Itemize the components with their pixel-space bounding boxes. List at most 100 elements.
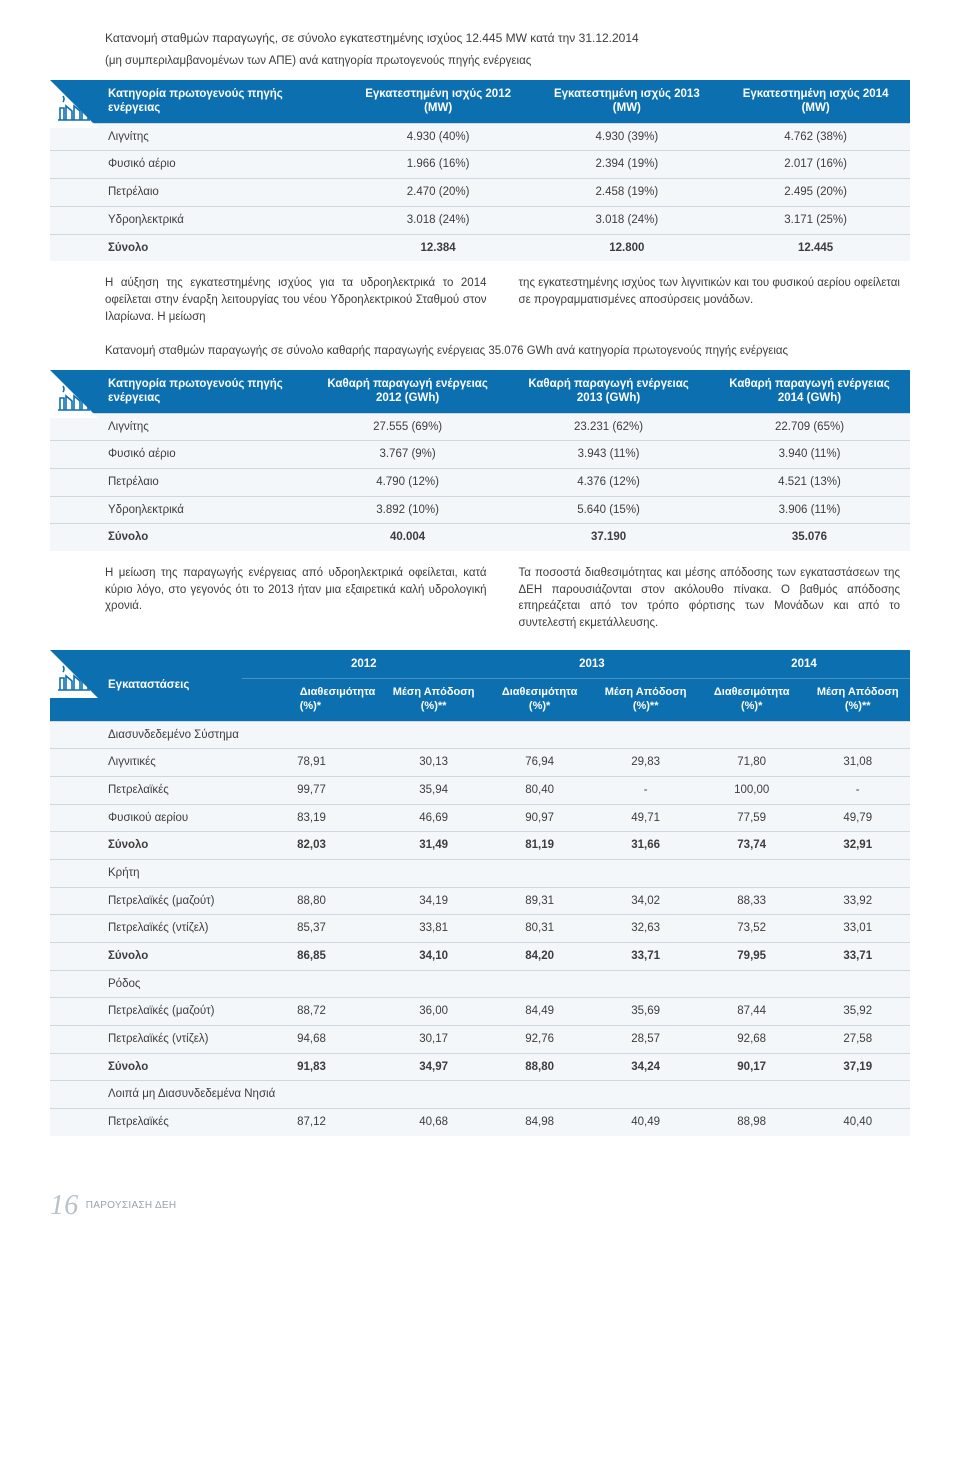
cell-val: 40,40 bbox=[805, 1108, 910, 1135]
cell-v2: 5.640 (15%) bbox=[508, 496, 709, 524]
cell-v2: 4.376 (12%) bbox=[508, 468, 709, 496]
table-row: Πετρελαϊκές (ντίζελ)85,3733,8180,3132,63… bbox=[50, 915, 910, 943]
page-number: 16 bbox=[50, 1186, 79, 1227]
cell-cat: Πετρέλαιο bbox=[50, 179, 344, 207]
cell-val: 33,71 bbox=[805, 942, 910, 970]
cell-val: 30,17 bbox=[381, 1025, 486, 1053]
cell-v1: 2.470 (20%) bbox=[344, 179, 533, 207]
table-row: Πετρελαϊκές (μαζούτ)88,7236,0084,4935,69… bbox=[50, 998, 910, 1026]
cell-v3: 12.445 bbox=[721, 234, 910, 261]
cell-val: 84,49 bbox=[486, 998, 593, 1026]
table-row: Πετρέλαιο 4.790 (12%) 4.376 (12%) 4.521 … bbox=[50, 468, 910, 496]
cell-v3: 3.906 (11%) bbox=[709, 496, 910, 524]
cell-val: 84,98 bbox=[486, 1108, 593, 1135]
cell-val: 87,12 bbox=[242, 1108, 382, 1135]
para2: Η μείωση της παραγωγής ενέργειας από υδρ… bbox=[105, 565, 900, 632]
cell-val: 49,71 bbox=[593, 804, 698, 832]
t3-sub-b3: Μέση Απόδοση (%)** bbox=[805, 679, 910, 722]
cell-val: 33,71 bbox=[593, 942, 698, 970]
table3-card: Εγκαταστάσεις 2012 2013 2014 Διαθεσιμότη… bbox=[50, 650, 910, 1136]
cell-cat: Φυσικό αέριο bbox=[50, 441, 307, 469]
cell-v2: 3.018 (24%) bbox=[532, 206, 721, 234]
factory-icon bbox=[50, 650, 98, 698]
table-sum-row: Σύνολο91,8334,9788,8034,2490,1737,19 bbox=[50, 1053, 910, 1081]
para1: Η αύξηση της εγκατεστημένης ισχύος για τ… bbox=[105, 275, 900, 325]
cell-name: Πετρελαϊκές (μαζούτ) bbox=[50, 998, 242, 1026]
cell-name: Σύνολο bbox=[50, 1053, 242, 1081]
cell-val: 77,59 bbox=[698, 804, 805, 832]
cell-v1: 27.555 (69%) bbox=[307, 413, 508, 441]
cell-val: 35,94 bbox=[381, 776, 486, 804]
cell-name: Σύνολο bbox=[50, 832, 242, 860]
cell-val: 46,69 bbox=[381, 804, 486, 832]
t3-sub-b2: Μέση Απόδοση (%)** bbox=[593, 679, 698, 722]
table3: Εγκαταστάσεις 2012 2013 2014 Διαθεσιμότη… bbox=[50, 650, 910, 1136]
cell-v3: 2.495 (20%) bbox=[721, 179, 910, 207]
cell-v2: 2.394 (19%) bbox=[532, 151, 721, 179]
table-row: Φυσικού αερίου83,1946,6990,9749,7177,594… bbox=[50, 804, 910, 832]
cell-val: 34,24 bbox=[593, 1053, 698, 1081]
cell-v3: 35.076 bbox=[709, 524, 910, 551]
table-row: Υδροηλεκτρικά 3.892 (10%) 5.640 (15%) 3.… bbox=[50, 496, 910, 524]
cell-val: 86,85 bbox=[242, 942, 382, 970]
table-row: Πετρελαϊκές (ντίζελ)94,6830,1792,7628,57… bbox=[50, 1025, 910, 1053]
t1-h3: Εγκατεστημένη ισχύς 2014 (MW) bbox=[721, 80, 910, 123]
cell-v3: 4.521 (13%) bbox=[709, 468, 910, 496]
cell-name: Σύνολο bbox=[50, 942, 242, 970]
table-row: Λιγνίτης 27.555 (69%) 23.231 (62%) 22.70… bbox=[50, 413, 910, 441]
cell-val: 35,92 bbox=[805, 998, 910, 1026]
cell-val: 78,91 bbox=[242, 749, 382, 777]
cell-val: 31,49 bbox=[381, 832, 486, 860]
t2-h2: Καθαρή παραγωγή ενέργειας 2013 (GWh) bbox=[508, 370, 709, 413]
cell-name: Φυσικού αερίου bbox=[50, 804, 242, 832]
section1-title: Κατανομή σταθμών παραγωγής, σε σύνολο εγ… bbox=[105, 30, 910, 47]
cell-v1: 4.930 (40%) bbox=[344, 123, 533, 151]
cell-val: 99,77 bbox=[242, 776, 382, 804]
t3-y-2013: 2013 bbox=[486, 650, 698, 679]
cell-v3: 3.171 (25%) bbox=[721, 206, 910, 234]
cell-val: 71,80 bbox=[698, 749, 805, 777]
cell-v1: 4.790 (12%) bbox=[307, 468, 508, 496]
cell-v2: 12.800 bbox=[532, 234, 721, 261]
t3-sub-b1: Μέση Απόδοση (%)** bbox=[381, 679, 486, 722]
cell-name: Πετρελαϊκές bbox=[50, 776, 242, 804]
cell-val: 30,13 bbox=[381, 749, 486, 777]
cell-v1: 3.892 (10%) bbox=[307, 496, 508, 524]
table-row: Πετρέλαιο 2.470 (20%) 2.458 (19%) 2.495 … bbox=[50, 179, 910, 207]
cell-name: Πετρελαϊκές bbox=[50, 1108, 242, 1135]
factory-icon bbox=[50, 370, 98, 418]
group-label: Διασυνδεδεμένο Σύστημα bbox=[50, 721, 910, 749]
cell-v1: 1.966 (16%) bbox=[344, 151, 533, 179]
table-sum-row: Σύνολο86,8534,1084,2033,7179,9533,71 bbox=[50, 942, 910, 970]
cell-v3: 4.762 (38%) bbox=[721, 123, 910, 151]
table-total-row: Σύνολο 40.004 37.190 35.076 bbox=[50, 524, 910, 551]
para2-right: Τα ποσοστά διαθεσιμότητας και μέσης απόδ… bbox=[519, 565, 901, 632]
table-group-row: Κρήτη bbox=[50, 859, 910, 887]
cell-val: 73,52 bbox=[698, 915, 805, 943]
cell-val: 82,03 bbox=[242, 832, 382, 860]
table-group-row: Λοιπά μη Διασυνδεδεμένα Νησιά bbox=[50, 1081, 910, 1109]
table2-card: Κατηγορία πρωτογενούς πηγής ενέργειας Κα… bbox=[50, 370, 910, 551]
cell-val: 27,58 bbox=[805, 1025, 910, 1053]
t3-sub-a2: Διαθεσιμότητα (%)* bbox=[486, 679, 593, 722]
section2-title: Κατανομή σταθμών παραγωγής σε σύνολο καθ… bbox=[105, 343, 910, 360]
cell-val: 84,20 bbox=[486, 942, 593, 970]
cell-val: 49,79 bbox=[805, 804, 910, 832]
cell-v2: 23.231 (62%) bbox=[508, 413, 709, 441]
footer-label: ΠΑΡΟΥΣΙΑΣΗ ΔΕΗ bbox=[86, 1200, 177, 1211]
cell-val: 32,63 bbox=[593, 915, 698, 943]
cell-val: 83,19 bbox=[242, 804, 382, 832]
t1-h1: Εγκατεστημένη ισχύς 2012 (MW) bbox=[344, 80, 533, 123]
t2-h1: Καθαρή παραγωγή ενέργειας 2012 (GWh) bbox=[307, 370, 508, 413]
cell-val: 33,92 bbox=[805, 887, 910, 915]
t3-y-2012: 2012 bbox=[242, 650, 486, 679]
t2-h3: Καθαρή παραγωγή ενέργειας 2014 (GWh) bbox=[709, 370, 910, 413]
table1-card: Κατηγορία πρωτογενούς πηγής ενέργειας Εγ… bbox=[50, 80, 910, 261]
cell-val: 88,80 bbox=[242, 887, 382, 915]
cell-val: 34,10 bbox=[381, 942, 486, 970]
table-total-row: Σύνολο 12.384 12.800 12.445 bbox=[50, 234, 910, 261]
cell-v3: 22.709 (65%) bbox=[709, 413, 910, 441]
cell-v2: 3.943 (11%) bbox=[508, 441, 709, 469]
cell-val: 34,19 bbox=[381, 887, 486, 915]
cell-val: 31,08 bbox=[805, 749, 910, 777]
